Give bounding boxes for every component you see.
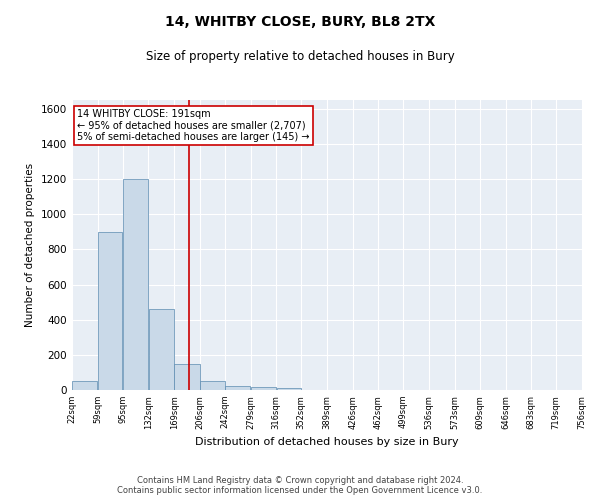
Bar xyxy=(98,232,122,390)
Bar xyxy=(149,309,174,390)
Bar xyxy=(277,388,301,390)
Text: Contains HM Land Registry data © Crown copyright and database right 2024.
Contai: Contains HM Land Registry data © Crown c… xyxy=(118,476,482,495)
Text: 14 WHITBY CLOSE: 191sqm
← 95% of detached houses are smaller (2,707)
5% of semi-: 14 WHITBY CLOSE: 191sqm ← 95% of detache… xyxy=(77,108,310,142)
Bar xyxy=(175,364,200,390)
Bar xyxy=(123,179,148,390)
Bar xyxy=(200,381,224,390)
X-axis label: Distribution of detached houses by size in Bury: Distribution of detached houses by size … xyxy=(195,437,459,447)
Bar xyxy=(72,381,97,390)
Text: 14, WHITBY CLOSE, BURY, BL8 2TX: 14, WHITBY CLOSE, BURY, BL8 2TX xyxy=(165,15,435,29)
Bar xyxy=(225,386,250,390)
Bar xyxy=(251,388,276,390)
Y-axis label: Number of detached properties: Number of detached properties xyxy=(25,163,35,327)
Text: Size of property relative to detached houses in Bury: Size of property relative to detached ho… xyxy=(146,50,454,63)
